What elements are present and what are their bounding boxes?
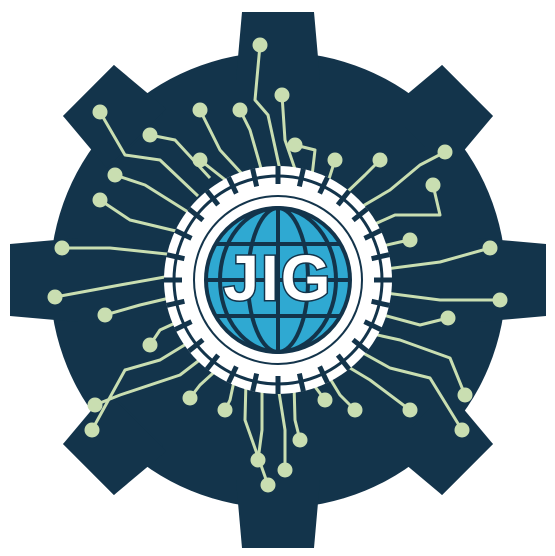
logo-text: JIG	[223, 242, 332, 314]
globe-icon	[204, 206, 352, 354]
gear-shape	[10, 12, 546, 548]
circuit-traces	[47, 37, 508, 493]
